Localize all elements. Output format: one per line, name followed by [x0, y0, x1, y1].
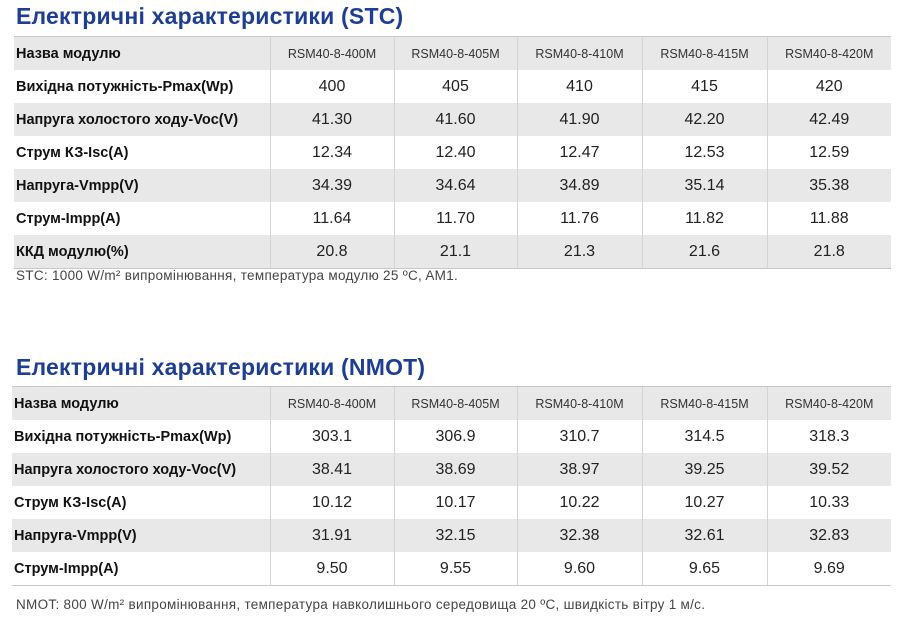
nmot-cell: 31.91 [269, 519, 394, 552]
stc-cell: 41.60 [393, 103, 517, 136]
stc-header-row: Назва модулю RSM40-8-400M RSM40-8-405M R… [14, 36, 891, 70]
stc-row-voc: Напруга холостого ходу-Voc(V) 41.30 41.6… [14, 103, 891, 136]
nmot-cell: 32.38 [516, 519, 642, 552]
stc-cell: 415 [641, 70, 767, 103]
stc-model-name: RSM40-8-405M [393, 36, 517, 70]
nmot-cell: 39.25 [641, 453, 767, 486]
nmot-cell: 310.7 [516, 420, 642, 453]
stc-cell: 12.40 [393, 136, 517, 169]
stc-row-label: Вихідна потужність-Pmax(Wp) [16, 78, 234, 95]
stc-cell: 34.64 [393, 169, 517, 202]
nmot-cell: 314.5 [641, 420, 767, 453]
nmot-model-name: RSM40-8-415M [641, 386, 767, 420]
stc-row-label: ККД модулю(%) [14, 235, 270, 269]
stc-cell: 20.8 [269, 235, 394, 269]
nmot-row-label: Струм-Impp(A) [12, 552, 270, 586]
nmot-row-label: Напруга холостого ходу-Voc(V) [12, 453, 270, 486]
nmot-cell: 39.52 [766, 453, 891, 486]
stc-table: Назва модулю RSM40-8-400M RSM40-8-405M R… [14, 36, 891, 269]
nmot-cell: 38.69 [393, 453, 517, 486]
nmot-model-name: RSM40-8-400M [269, 386, 394, 420]
stc-cell: 21.3 [516, 235, 642, 269]
nmot-title: Електричні характеристики (NMOT) [16, 354, 426, 380]
stc-cell: 11.70 [393, 202, 517, 235]
nmot-row-impp: Струм-Impp(A) 9.50 9.55 9.60 9.65 9.69 [12, 552, 891, 586]
nmot-row-label: Напруга-Vmpp(V) [12, 519, 270, 552]
stc-cell: 21.8 [766, 235, 891, 269]
stc-cell: 42.49 [766, 103, 891, 136]
nmot-row-label: Вихідна потужність-Pmax(Wp) [14, 428, 232, 445]
stc-cell: 405 [393, 70, 517, 103]
nmot-cell: 306.9 [393, 420, 517, 453]
nmot-model-name: RSM40-8-420M [766, 386, 891, 420]
stc-cell: 400 [269, 70, 394, 103]
stc-model-name: RSM40-8-420M [766, 36, 891, 70]
stc-model-name: RSM40-8-415M [641, 36, 767, 70]
nmot-note: NMOT: 800 W/m² випромінювання, температу… [16, 597, 706, 612]
stc-cell: 12.34 [269, 136, 394, 169]
nmot-cell: 32.15 [393, 519, 517, 552]
stc-row-pmax: Вихідна потужність-Pmax(Wp) 400 405 410 … [14, 70, 891, 103]
nmot-row-isc: Струм КЗ-Isc(A) 10.12 10.17 10.22 10.27 … [12, 486, 891, 519]
stc-row-label: Напруга-Vmpp(V) [14, 169, 270, 202]
nmot-cell: 9.69 [766, 552, 891, 586]
nmot-cell: 318.3 [766, 420, 891, 453]
nmot-model-name: RSM40-8-410M [516, 386, 642, 420]
stc-cell: 12.47 [516, 136, 642, 169]
stc-model-name: RSM40-8-400M [269, 36, 394, 70]
stc-cell: 11.64 [269, 202, 394, 235]
nmot-cell: 10.33 [766, 486, 891, 519]
stc-cell: 42.20 [641, 103, 767, 136]
stc-cell: 34.39 [269, 169, 394, 202]
nmot-cell: 10.17 [393, 486, 517, 519]
nmot-row-voc: Напруга холостого ходу-Voc(V) 38.41 38.6… [12, 453, 891, 486]
stc-cell: 11.82 [641, 202, 767, 235]
stc-cell: 11.76 [516, 202, 642, 235]
stc-cell: 410 [516, 70, 642, 103]
nmot-header-row: Назва модулю RSM40-8-400M RSM40-8-405M R… [12, 386, 891, 420]
nmot-cell: 38.97 [516, 453, 642, 486]
nmot-cell: 10.22 [516, 486, 642, 519]
nmot-cell: 9.50 [269, 552, 394, 586]
nmot-cell: 303.1 [269, 420, 394, 453]
nmot-header-label: Назва модулю [12, 386, 270, 420]
stc-title: Електричні характеристики (STC) [16, 3, 404, 29]
stc-cell: 35.38 [766, 169, 891, 202]
stc-cell: 11.88 [766, 202, 891, 235]
stc-row-impp: Струм-Impp(A) 11.64 11.70 11.76 11.82 11… [14, 202, 891, 235]
stc-row-label: Напруга холостого ходу-Voc(V) [14, 103, 270, 136]
nmot-cell: 32.83 [766, 519, 891, 552]
stc-cell: 34.89 [516, 169, 642, 202]
stc-header-label: Назва модулю [14, 36, 270, 70]
stc-cell: 41.30 [269, 103, 394, 136]
stc-cell: 21.6 [641, 235, 767, 269]
stc-row-isc: Струм КЗ-Isc(A) 12.34 12.40 12.47 12.53 … [14, 136, 891, 169]
nmot-cell: 10.12 [269, 486, 394, 519]
nmot-cell: 9.65 [641, 552, 767, 586]
stc-cell: 21.1 [393, 235, 517, 269]
stc-cell: 420 [766, 70, 891, 103]
nmot-row-vmpp: Напруга-Vmpp(V) 31.91 32.15 32.38 32.61 … [12, 519, 891, 552]
nmot-cell: 9.55 [393, 552, 517, 586]
stc-model-name: RSM40-8-410M [516, 36, 642, 70]
stc-row-efficiency: ККД модулю(%) 20.8 21.1 21.3 21.6 21.8 [14, 235, 891, 269]
nmot-cell: 38.41 [269, 453, 394, 486]
nmot-row-label: Струм КЗ-Isc(A) [14, 494, 127, 511]
stc-note: STC: 1000 W/m² випромінювання, температу… [16, 268, 459, 283]
stc-cell: 35.14 [641, 169, 767, 202]
stc-row-vmpp: Напруга-Vmpp(V) 34.39 34.64 34.89 35.14 … [14, 169, 891, 202]
stc-row-label: Струм-Impp(A) [16, 210, 121, 227]
nmot-table: Назва модулю RSM40-8-400M RSM40-8-405M R… [12, 386, 891, 586]
stc-cell: 41.90 [516, 103, 642, 136]
nmot-cell: 10.27 [641, 486, 767, 519]
nmot-cell: 32.61 [641, 519, 767, 552]
stc-cell: 12.53 [641, 136, 767, 169]
nmot-model-name: RSM40-8-405M [393, 386, 517, 420]
nmot-row-pmax: Вихідна потужність-Pmax(Wp) 303.1 306.9 … [12, 420, 891, 453]
nmot-cell: 9.60 [516, 552, 642, 586]
stc-row-label: Струм КЗ-Isc(A) [16, 144, 129, 161]
stc-cell: 12.59 [766, 136, 891, 169]
